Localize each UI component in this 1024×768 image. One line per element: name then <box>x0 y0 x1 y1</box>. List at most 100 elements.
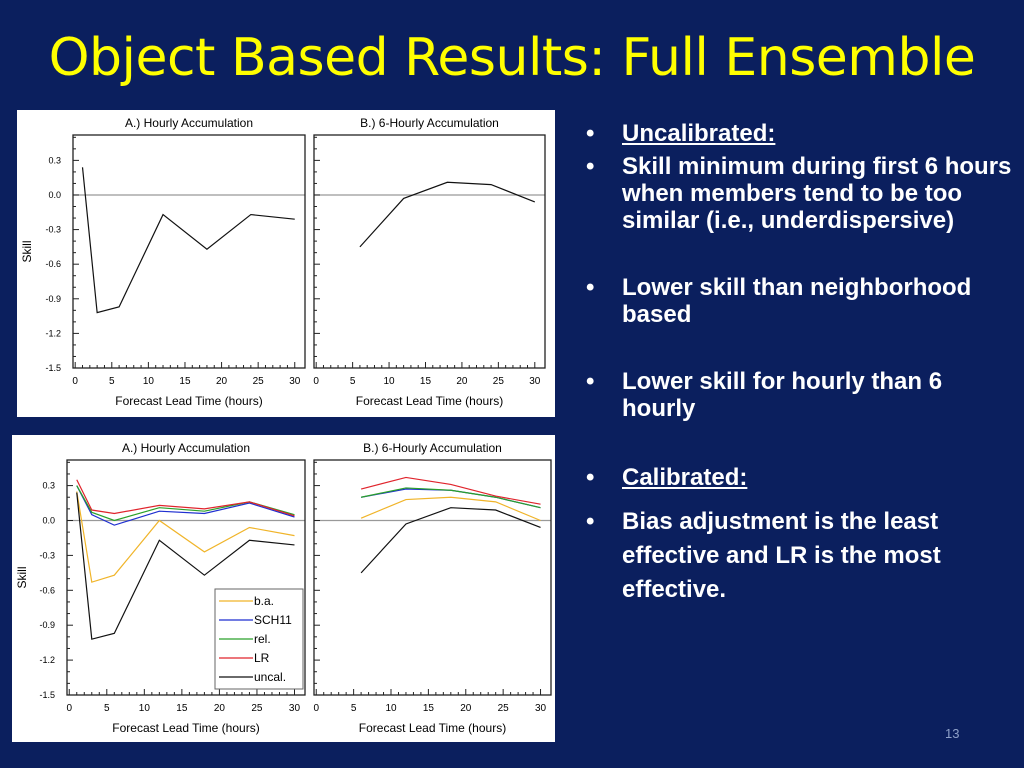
y-tick-label: 0.3 <box>48 155 61 165</box>
y-axis-label: Skill <box>15 566 29 588</box>
bullet-icon: • <box>586 274 595 301</box>
x-tick-label: 0 <box>313 376 319 387</box>
x-tick-label: 5 <box>350 376 356 387</box>
x-tick-label: 20 <box>460 703 472 714</box>
bullet-uncalibrated-heading: • Uncalibrated: <box>582 120 1012 147</box>
plot-frame <box>66 459 306 696</box>
x-tick-label: 30 <box>529 376 541 387</box>
x-tick-label: 0 <box>313 703 319 714</box>
panel-title: B.) 6-Hourly Accumulation <box>360 116 499 130</box>
x-tick-label: 10 <box>383 376 395 387</box>
y-tick-label: -0.3 <box>45 225 61 235</box>
series-line-uncal <box>76 492 295 640</box>
panel-title: A.) Hourly Accumulation <box>125 116 253 130</box>
x-tick-label: 20 <box>214 703 226 714</box>
panel-title: A.) Hourly Accumulation <box>122 441 250 455</box>
bullet-text: Calibrated: <box>622 464 748 491</box>
x-tick-label: 15 <box>423 703 435 714</box>
bullet-text: Lower skill for hourly than 6 hourly <box>622 368 943 422</box>
x-tick-label: 5 <box>104 703 110 714</box>
y-axis-label: Skill <box>20 240 34 262</box>
y-tick-label: 0.0 <box>48 190 61 200</box>
x-tick-label: 0 <box>72 376 78 387</box>
series-line-lr <box>76 479 295 517</box>
series-line-ba <box>360 496 541 522</box>
legend-label: SCH11 <box>254 613 292 627</box>
bullet-icon: • <box>586 120 595 147</box>
panel-title: B.) 6-Hourly Accumulation <box>363 441 502 455</box>
calibrated-skill-figure: A.) Hourly Accumulation 0 5 10 15 20 25 30 Forec… <box>12 435 555 742</box>
y-tick-label: -0.9 <box>39 620 55 630</box>
panel-6-hourly: B.) 6-Hourly Accumulation 0 5 10 15 20 25 30 For… <box>313 116 546 408</box>
panel-hourly: A.) Hourly Accumulation 0 5 10 15 20 25 30 Forec… <box>20 116 306 408</box>
bullet-skill-minimum: • Skill minimum during first 6 hours when… <box>582 153 1012 234</box>
x-tick-label: 20 <box>216 376 228 387</box>
series-line-sch11 <box>76 485 295 526</box>
series-line-uncal <box>360 507 541 574</box>
bullet-calibrated-heading: • Calibrated: <box>582 464 1012 491</box>
x-axis-label: Forecast Lead Time (hours) <box>356 394 503 408</box>
x-tick-label: 25 <box>493 376 505 387</box>
series-line-ba <box>76 491 295 583</box>
x-tick-label: 10 <box>143 376 155 387</box>
bullet-text: Skill minimum during first 6 hours when … <box>622 153 1012 234</box>
legend-label: rel. <box>254 632 271 646</box>
x-axis-label: Forecast Lead Time (hours) <box>115 394 262 408</box>
bullet-icon: • <box>586 368 595 395</box>
y-tick-label: 0.0 <box>42 515 55 525</box>
y-tick-label: -0.6 <box>45 259 61 269</box>
plot-frame <box>313 134 546 369</box>
x-tick-label: 25 <box>251 703 263 714</box>
x-tick-label: 30 <box>289 376 301 387</box>
bullet-lower-skill-neighborhood: • Lower skill than neighborhood based <box>582 274 1012 328</box>
bullet-bias-adjustment: • Bias adjustment is the least effective … <box>582 505 1012 607</box>
legend-label: b.a. <box>254 594 274 608</box>
series-line-uncal <box>81 167 295 314</box>
bullet-icon: • <box>586 508 595 535</box>
x-tick-label: 15 <box>179 376 191 387</box>
y-tick-label: -0.6 <box>39 585 55 595</box>
x-tick-label: 5 <box>109 376 115 387</box>
chart-svg: A.) Hourly Accumulation 0 5 10 15 20 25 30 Forec… <box>20 116 546 408</box>
y-tick-label: 0.3 <box>42 481 55 491</box>
bullet-text: Bias adjustment is the least effective a… <box>622 508 941 603</box>
y-tick-label: -0.9 <box>45 294 61 304</box>
panel-6-hourly: B.) 6-Hourly Accumulation 0 5 10 15 20 25 30 For… <box>313 441 552 735</box>
series-line-rel <box>76 485 295 522</box>
plot-frame <box>313 459 552 696</box>
chart-svg: A.) Hourly Accumulation 0 5 10 15 20 25 30 Forec… <box>15 441 552 735</box>
bullet-lower-skill-hourly: • Lower skill for hourly than 6 hourly <box>582 368 1012 422</box>
x-tick-label: 15 <box>420 376 432 387</box>
panel-hourly: A.) Hourly Accumulation 0 5 10 15 20 25 30 Forec… <box>15 441 306 735</box>
x-axis-label: Forecast Lead Time (hours) <box>359 721 506 735</box>
page-number: 13 <box>945 726 960 741</box>
y-tick-label: -1.5 <box>45 363 61 373</box>
y-tick-label: -0.3 <box>39 550 55 560</box>
series-line-uncal <box>359 181 536 248</box>
x-tick-label: 30 <box>535 703 547 714</box>
x-tick-label: 20 <box>456 376 468 387</box>
bullet-icon: • <box>586 153 595 180</box>
bullet-icon: • <box>586 464 595 491</box>
x-tick-label: 25 <box>253 376 265 387</box>
x-tick-label: 15 <box>176 703 188 714</box>
legend-label: LR <box>254 651 270 665</box>
x-tick-label: 25 <box>498 703 510 714</box>
legend: b.a. SCH11 rel. LR uncal. <box>214 588 304 690</box>
series-line-rel <box>360 487 541 509</box>
x-axis-label: Forecast Lead Time (hours) <box>112 721 259 735</box>
y-tick-label: -1.2 <box>45 328 61 338</box>
x-tick-label: 10 <box>385 703 397 714</box>
bullet-text: Lower skill than neighborhood based <box>622 274 972 328</box>
y-tick-label: -1.5 <box>39 690 55 700</box>
x-tick-label: 0 <box>66 703 72 714</box>
legend-label: uncal. <box>254 670 286 684</box>
x-tick-label: 30 <box>289 703 301 714</box>
series-line-lr <box>360 476 541 505</box>
bullet-list: • Uncalibrated: • Skill minimum during fir… <box>582 120 1012 607</box>
y-tick-label: -1.2 <box>39 655 55 665</box>
x-tick-label: 5 <box>351 703 357 714</box>
x-tick-label: 10 <box>139 703 151 714</box>
slide-title: Object Based Results: Full Ensemble <box>48 28 976 88</box>
uncalibrated-skill-figure: A.) Hourly Accumulation 0 5 10 15 20 25 30 Forec… <box>17 110 555 417</box>
